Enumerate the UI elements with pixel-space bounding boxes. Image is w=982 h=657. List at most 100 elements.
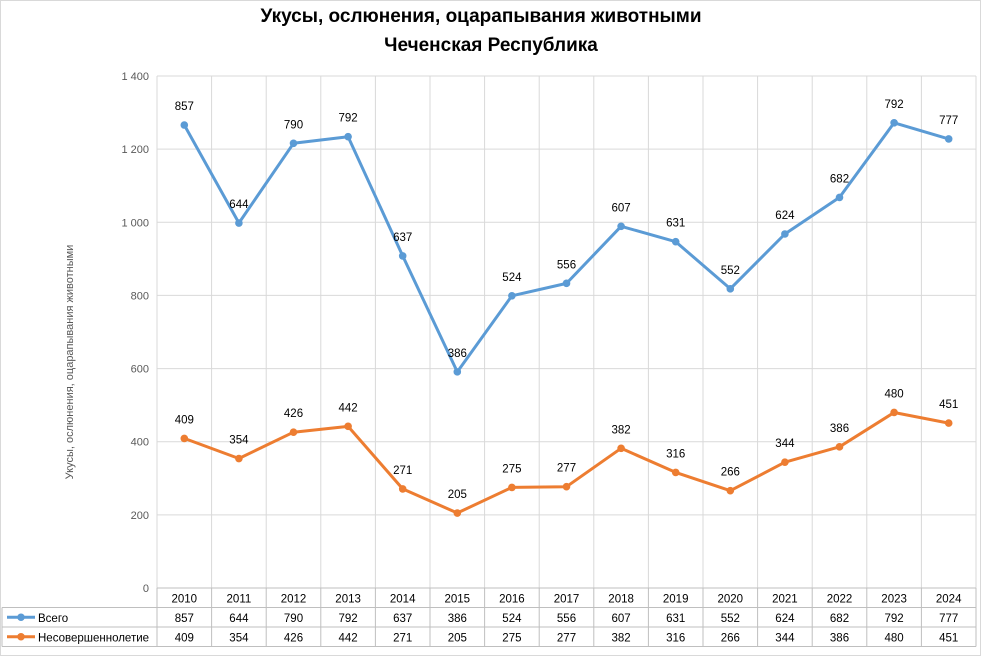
legend-label: Всего: [38, 613, 68, 625]
table-cell: 316: [666, 632, 685, 644]
data-label: 624: [775, 210, 795, 222]
data-label: 266: [721, 467, 740, 479]
data-point: [453, 509, 462, 517]
data-label: 682: [830, 173, 849, 185]
chart-subtitle: Чеченская Республика: [384, 35, 598, 56]
x-tick-label: 2021: [772, 593, 798, 605]
x-tick-label: 2015: [445, 593, 471, 605]
legend-label: Несовершеннолетие: [38, 632, 149, 644]
data-label: 205: [448, 489, 467, 501]
data-label: 480: [885, 388, 904, 400]
table-cell: 344: [775, 632, 795, 644]
data-point: [726, 285, 735, 293]
data-label: 426: [284, 408, 303, 420]
table-cell: 275: [502, 632, 521, 644]
data-point: [562, 279, 571, 288]
data-table: 2010 2011 2012 2013 2014 2015 2016 2017 2018 2019…: [1, 587, 977, 647]
data-label: 277: [557, 463, 576, 475]
y-tick-label: 600: [131, 364, 149, 376]
data-point: [890, 408, 898, 417]
y-tick-label: 0: [143, 583, 149, 595]
y-tick-label: 400: [131, 437, 149, 449]
data-label: 382: [612, 424, 631, 436]
data-label: 354: [229, 435, 249, 447]
x-tick-label: 2018: [608, 593, 634, 605]
data-label: 556: [557, 259, 576, 271]
data-point: [180, 121, 189, 129]
x-tick-label: 2010: [172, 593, 198, 605]
data-point: [944, 135, 953, 143]
data-label: 552: [721, 265, 740, 277]
data-label: 344: [775, 438, 795, 450]
data-label: 857: [175, 101, 194, 113]
series-lines: [180, 119, 953, 517]
table-cell: 382: [612, 632, 631, 644]
chart-title: Укусы, ослюнения, оцарапывания животными: [260, 6, 702, 27]
gridlines: [156, 75, 977, 588]
data-label: 275: [502, 463, 521, 475]
data-label: 386: [830, 423, 849, 435]
y-axis-title: Укусы, ослюнения, оцарапывания животными: [64, 245, 76, 480]
table-cell: 857: [175, 613, 194, 625]
data-point: [781, 458, 789, 466]
table-cell: 644: [229, 613, 249, 625]
data-point: [944, 419, 953, 427]
x-tick-label: 2017: [554, 593, 580, 605]
data-label: 451: [939, 399, 958, 411]
data-point: [453, 368, 462, 376]
x-tick-label: 2019: [663, 593, 689, 605]
x-tick-label: 2014: [390, 593, 416, 605]
x-tick-label: 2016: [499, 593, 525, 605]
table-cell: 386: [448, 613, 467, 625]
table-cell: 205: [448, 632, 467, 644]
table-cell: 386: [830, 632, 849, 644]
data-point: [617, 444, 625, 453]
table-cell: 271: [393, 632, 412, 644]
x-tick-label: 2012: [281, 593, 307, 605]
data-point: [617, 222, 625, 231]
data-point: [671, 237, 680, 246]
data-point: [671, 468, 680, 477]
data-point: [562, 482, 571, 491]
data-label: 637: [393, 232, 412, 244]
legend-marker: [17, 632, 25, 641]
data-point: [508, 291, 516, 300]
data-point: [835, 193, 844, 202]
data-point: [180, 434, 189, 443]
legend-marker: [17, 613, 25, 622]
data-point: [398, 485, 407, 493]
y-tick-label: 800: [131, 290, 149, 302]
table-cell: 524: [502, 613, 522, 625]
data-label: 524: [502, 272, 522, 284]
table-cell: 354: [229, 632, 249, 644]
data-label: 777: [939, 115, 958, 127]
table-cell: 777: [939, 613, 958, 625]
data-point: [781, 230, 789, 238]
table-cell: 631: [666, 613, 685, 625]
data-point: [890, 119, 898, 127]
table-cell: 624: [775, 613, 795, 625]
data-label: 792: [885, 99, 904, 111]
data-point: [289, 139, 298, 148]
table-cell: 442: [339, 632, 358, 644]
data-point: [726, 486, 735, 495]
data-point: [235, 454, 243, 463]
table-cell: 451: [939, 632, 958, 644]
data-point: [235, 219, 243, 227]
data-labels: 857 644 790 792 637 386 524 556 607 631 552 624 682 7…: [175, 99, 959, 501]
table-cell: 637: [393, 613, 412, 625]
data-label: 442: [339, 402, 358, 414]
x-tick-label: 2011: [227, 593, 252, 605]
data-label: 316: [666, 448, 685, 460]
x-tick-label: 2024: [936, 593, 962, 605]
y-tick-label: 1 400: [121, 71, 149, 83]
data-label: 792: [339, 113, 358, 125]
data-label: 631: [666, 218, 685, 230]
data-point: [508, 483, 516, 492]
y-tick-label: 1 200: [121, 144, 149, 156]
data-label: 644: [229, 199, 249, 211]
table-cell: 480: [885, 632, 904, 644]
table-cell: 426: [284, 632, 303, 644]
